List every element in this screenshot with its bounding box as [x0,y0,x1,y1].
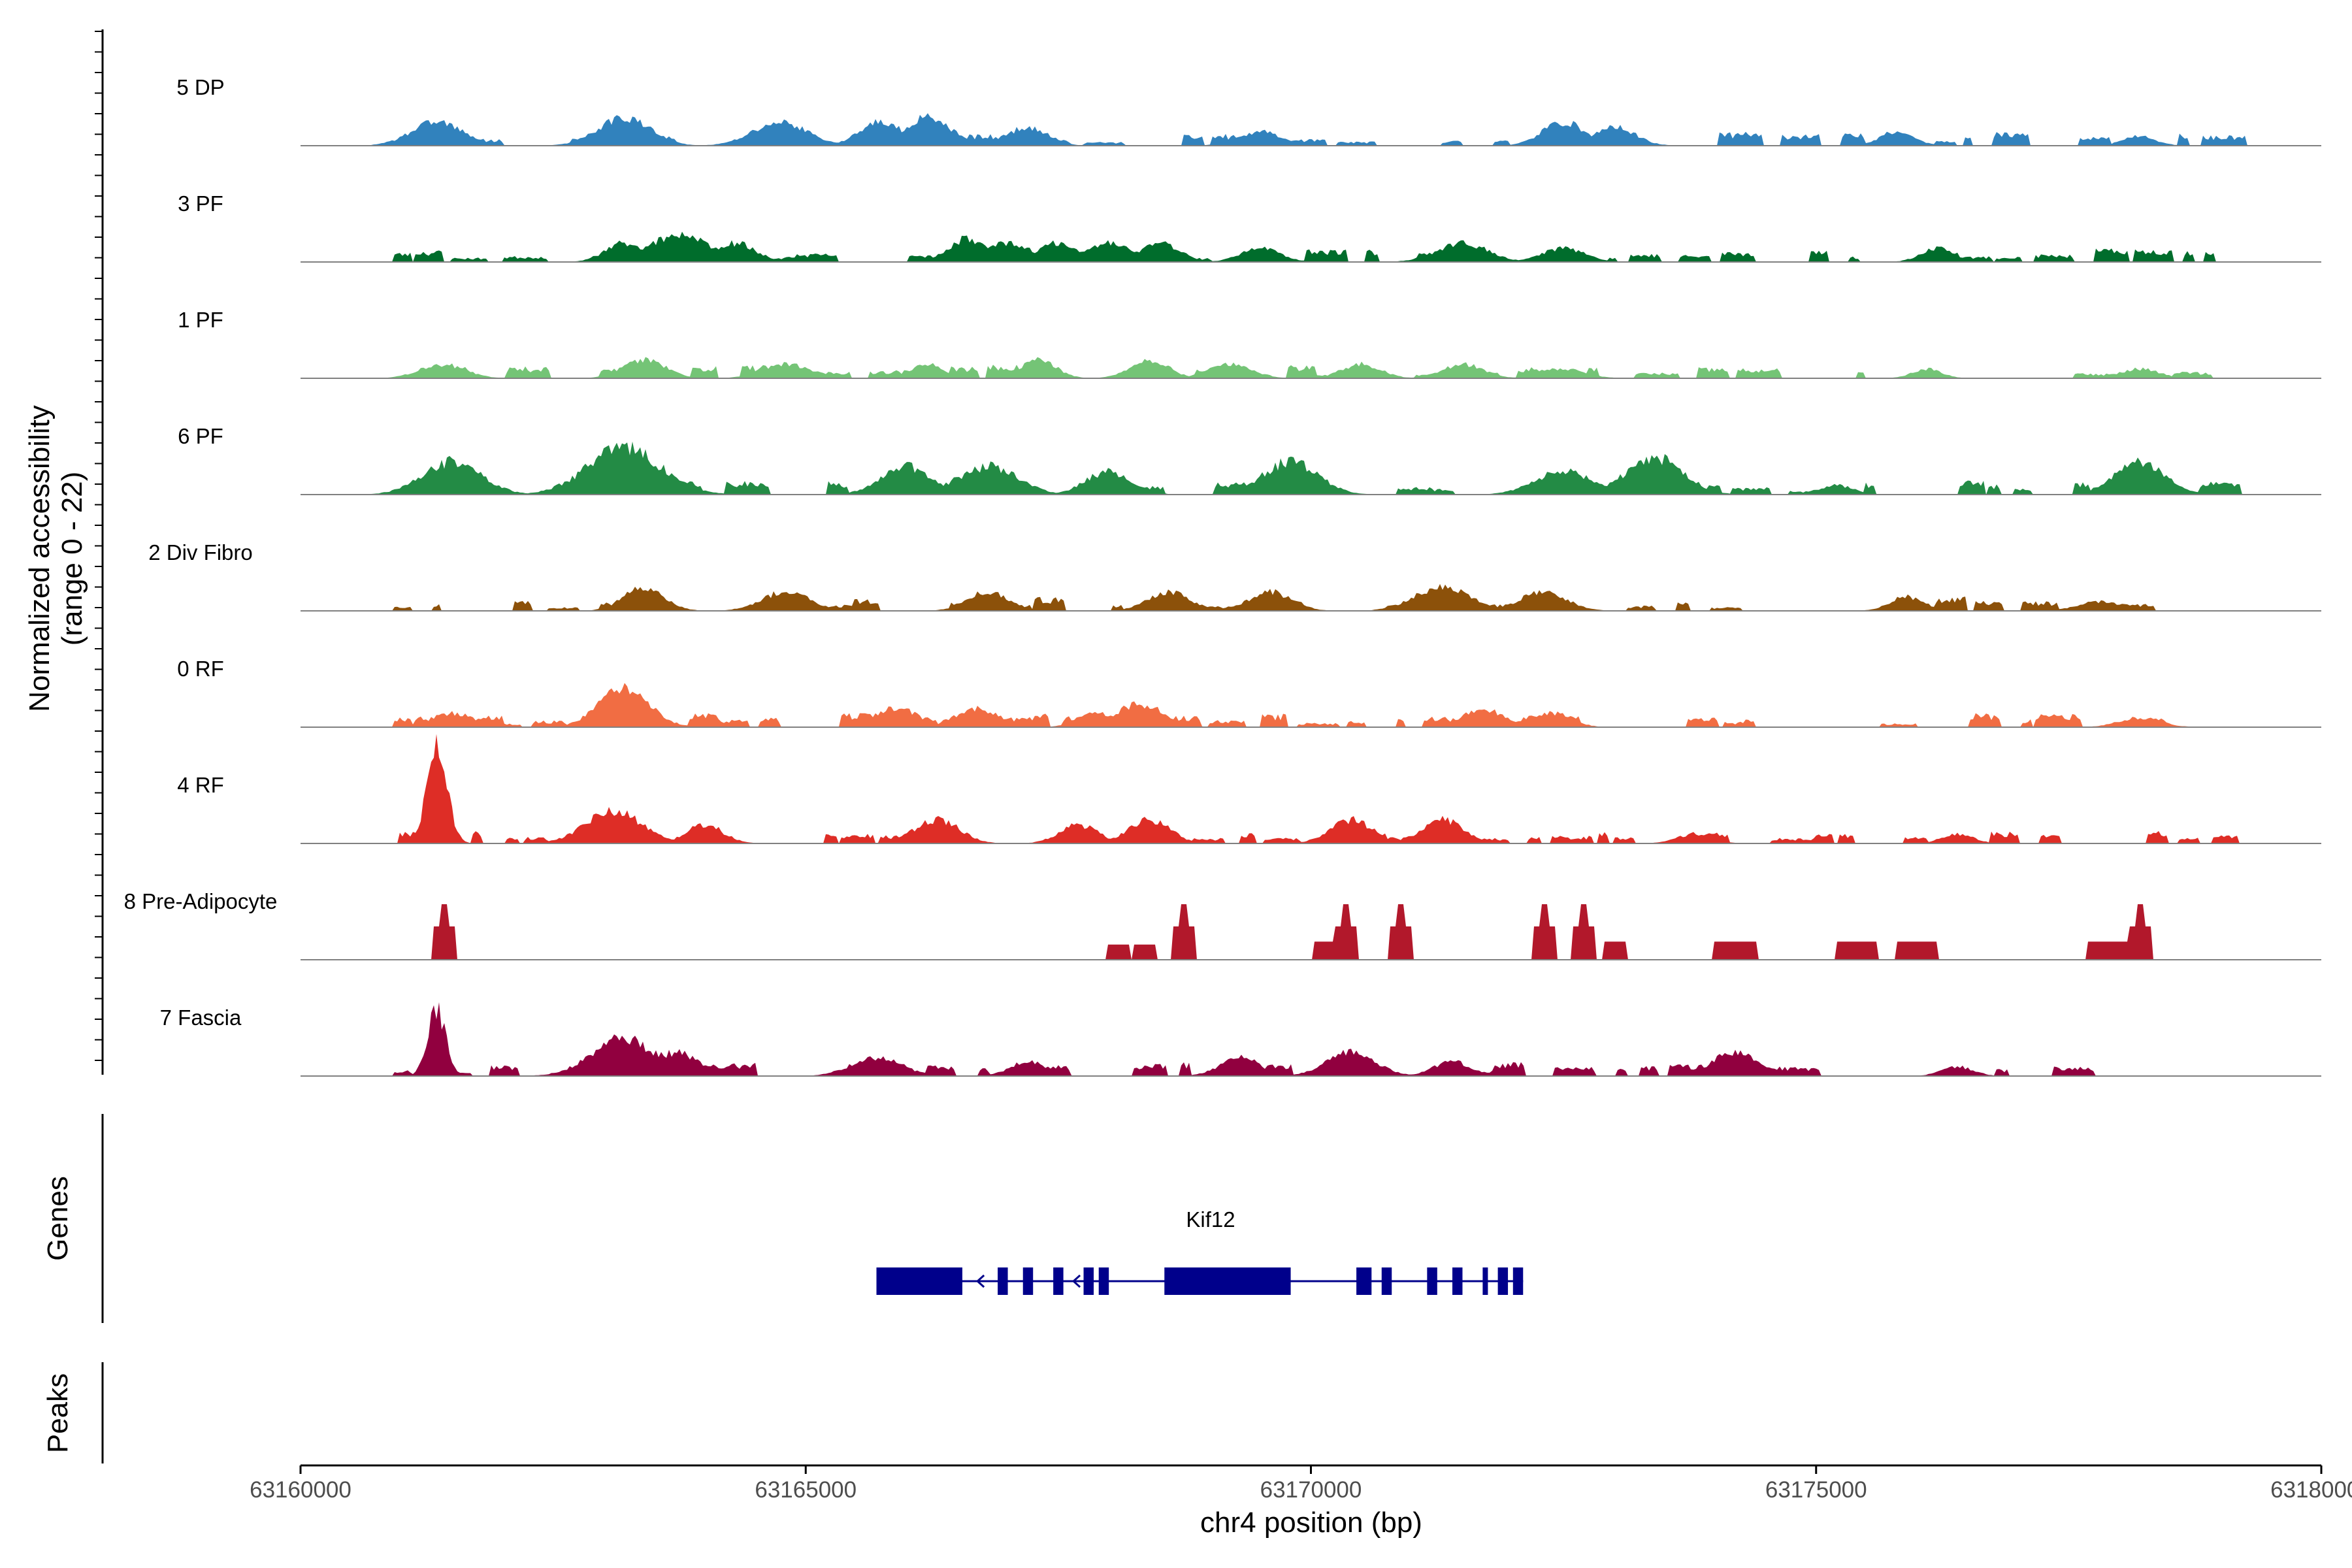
gene-label: Kif12 [1186,1207,1235,1232]
gene-exon [1022,1267,1034,1295]
track-label: 1 PF [178,308,223,332]
x-tick-label: 63170000 [1260,1477,1362,1503]
track-label: 8 Pre-Adipocyte [124,889,278,913]
track-1-pf: 1 PF [178,308,2321,379]
track-2-div-fibro: 2 Div Fibro [148,540,2321,612]
genes-panel: Genes Kif12 [42,1114,1524,1323]
track-label: 2 Div Fibro [148,540,253,564]
strand-arrow [1071,1274,1081,1288]
track-label: 3 PF [178,191,223,216]
gene-exon [1497,1267,1509,1295]
track-label: 5 DP [176,75,224,99]
coverage-area [301,683,2321,727]
track-label: 0 RF [177,657,224,681]
coverage-area [301,734,2321,843]
track-8-pre-adipocyte: 8 Pre-Adipocyte [124,889,2321,960]
track-6-pf: 6 PF [178,424,2321,495]
track-4-rf: 4 RF [177,734,2321,844]
coverage-y-axis-ticks [95,31,103,1061]
coverage-area [301,357,2321,378]
gene-exon [1512,1267,1524,1295]
track-0-rf: 0 RF [177,657,2321,728]
coverage-tracks: 5 DP 3 PF 1 PF 6 PF 2 Div Fibro 0 RF 4 RF 8 Pre… [124,75,2321,1077]
gene-exon [1098,1267,1109,1295]
coverage-area [301,441,2321,495]
peaks-panel: Peaks [42,1362,104,1463]
x-tick-label: 63160000 [250,1477,351,1503]
track-3-pf: 3 PF [178,191,2321,263]
coverage-area [301,231,2321,262]
x-tick-label: 63180000 [2270,1477,2352,1503]
y-axis-title: Normalized accessibility (range 0 - 22) [24,405,88,711]
x-axis-title: chr4 position (bp) [1200,1507,1422,1539]
x-tick-label: 63165000 [755,1477,857,1503]
y-axis-title-line1: Normalized accessibility [24,405,56,711]
gene-exon [998,1267,1008,1295]
genes-panel-title: Genes [42,1176,74,1261]
gene-exon [1381,1267,1392,1295]
gene-exon [1356,1267,1372,1295]
y-axis-title-line2: (range 0 - 22) [56,472,88,646]
gene-exon [876,1267,962,1295]
gene-exon [1482,1267,1488,1295]
gene-exon [1452,1267,1463,1295]
peaks-panel-title: Peaks [42,1373,74,1453]
track-5-dp: 5 DP [176,75,2321,146]
coverage-area [301,113,2321,146]
gene-exon [1083,1267,1094,1295]
track-label: 7 Fascia [160,1005,242,1030]
gene-exon [1164,1267,1291,1295]
gene-model-kif12 [876,1267,1524,1295]
gene-exon [1427,1267,1437,1295]
strand-arrow [975,1274,985,1288]
coverage-area [301,1002,2321,1076]
track-label: 4 RF [177,773,224,797]
coverage-area [301,583,2321,611]
x-axis-ticks: 63160000 63165000 63170000 63175000 63180000 [250,1465,2352,1503]
track-7-fascia: 7 Fascia [160,1002,2321,1077]
track-label: 6 PF [178,424,223,448]
coverage-area [301,904,2321,960]
gene-exon [1053,1267,1064,1295]
x-tick-label: 63175000 [1765,1477,1867,1503]
